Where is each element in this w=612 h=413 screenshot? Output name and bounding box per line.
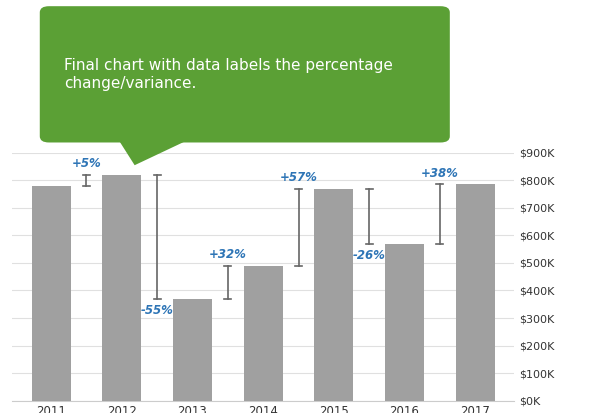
Bar bbox=[385, 244, 424, 401]
Text: -55%: -55% bbox=[141, 304, 174, 317]
Bar bbox=[32, 186, 70, 401]
Text: -26%: -26% bbox=[353, 249, 386, 261]
Bar bbox=[456, 185, 494, 401]
Bar bbox=[315, 189, 353, 401]
Bar bbox=[173, 299, 212, 401]
Bar bbox=[244, 266, 283, 401]
Text: +38%: +38% bbox=[421, 166, 459, 180]
Title: Annual Revenue Trend: Annual Revenue Trend bbox=[177, 130, 349, 145]
Text: Final chart with data labels the percentage
change/variance.: Final chart with data labels the percent… bbox=[64, 58, 393, 90]
Bar bbox=[102, 175, 141, 401]
Text: +32%: +32% bbox=[209, 248, 247, 261]
Text: +57%: +57% bbox=[280, 171, 318, 184]
Text: +5%: +5% bbox=[72, 157, 102, 170]
